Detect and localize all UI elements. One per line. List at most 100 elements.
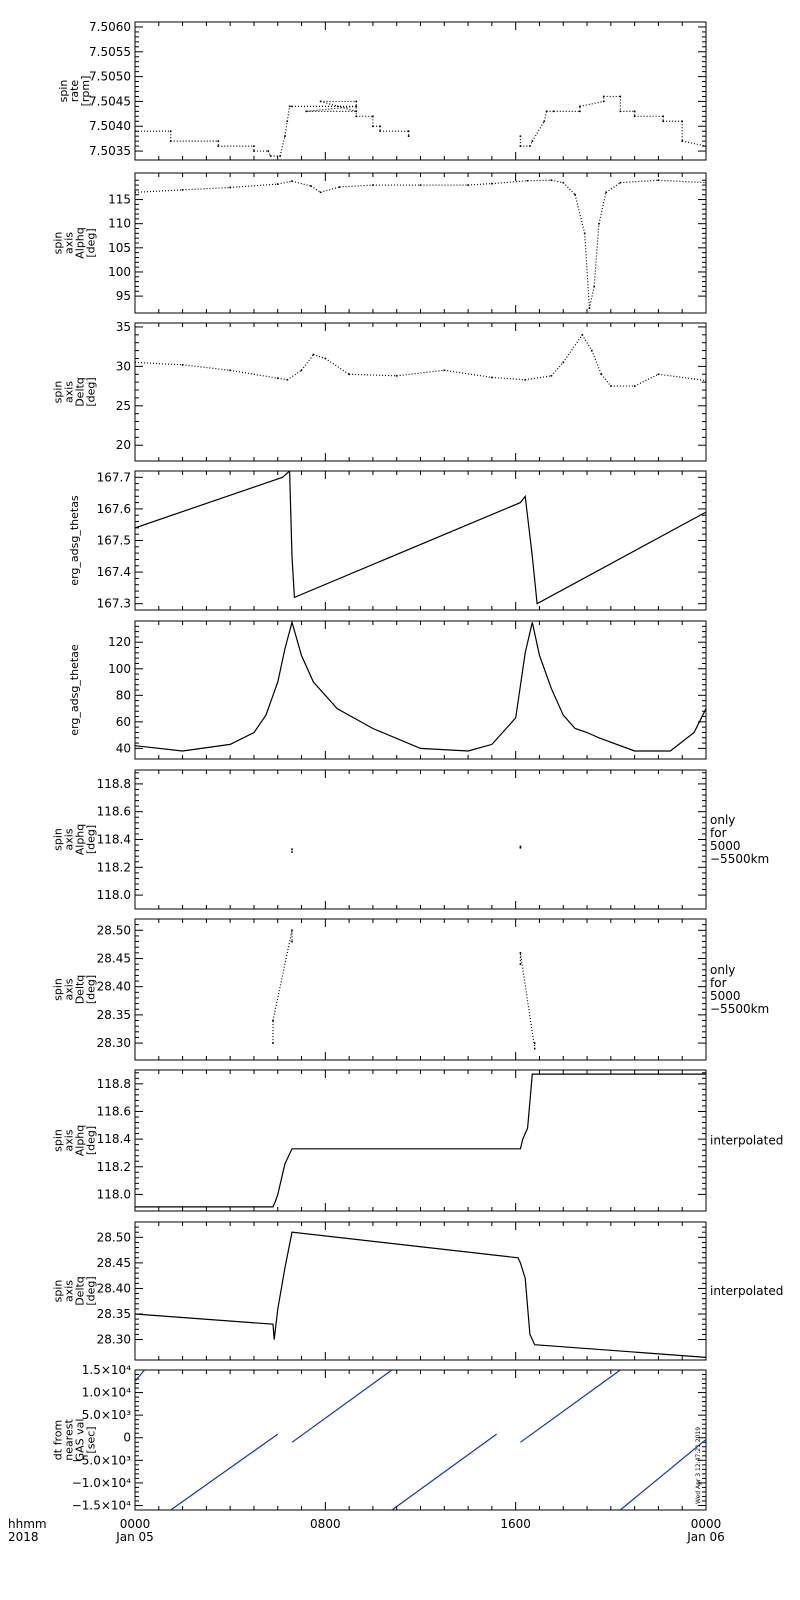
y-tick-label: 28.30 [97,1333,131,1347]
panel-frame [134,769,707,910]
panel-note: interpolated [710,1284,783,1298]
panel-10: −1.5×10⁴ −1.0×10⁴ −5.0×10³ 0 5.0×10³ 1.0×10⁴ 1… [52,1363,707,1512]
y-tick-label: 118.6 [97,805,131,819]
panel-frame [134,172,707,314]
data-point [524,378,526,381]
panel-frame [134,1221,707,1361]
x-axis-label: 2018 [8,1530,39,1544]
data-trace [531,120,545,142]
data-trace [272,930,293,1021]
y-axis-label: Alphq [74,227,87,259]
y-tick-label: 118.8 [97,777,131,791]
y-tick-label: 167.6 [97,502,131,516]
y-axis-label: erg_adsg_thetas [68,495,81,586]
data-line-3 [291,1370,393,1443]
x-tick-label: 0000 [120,1517,151,1531]
data-point [562,361,565,364]
data-line-5 [520,1370,621,1443]
panel-note: 5000 [710,839,741,853]
data-trace [320,100,357,112]
y-axis-label: [deg] [85,975,98,1004]
data-point [705,379,706,382]
panel-data [135,179,706,309]
data-trace [325,357,350,375]
data-trace [182,186,231,191]
data-trace [286,369,302,381]
y-axis-label: Alphq [74,824,87,856]
data-trace [313,353,326,360]
data-trace [620,179,659,184]
panel-frame [134,21,707,161]
y-axis-label: spin [52,1280,65,1303]
data-trace [682,140,706,147]
timestamp-stamp: Wed Apr 3 12:47:21 2019 [695,1427,702,1504]
y-axis-label: [deg] [85,1276,98,1305]
data-point [291,940,293,943]
data-trace [135,361,183,366]
y-axis-label: Deltq [74,975,87,1005]
data-point [550,179,553,182]
panel-note: for [710,826,727,840]
y-tick-label: 28.40 [97,1281,131,1295]
y-tick-label: 7.5060 [89,20,131,34]
data-trace [550,362,564,377]
data-point [291,851,293,853]
y-tick-label: 95 [116,289,131,303]
y-axis-label: axis [63,978,76,1000]
panel-frame [134,322,707,462]
data-trace [349,373,397,377]
data-point [519,845,522,848]
data-trace [529,140,533,147]
y-axis-label: [rpm] [79,76,92,107]
data-trace [562,182,576,196]
y-axis-label: dt from [52,1420,65,1460]
y-tick-label: 28.45 [97,951,131,965]
data-point [705,145,706,147]
y-axis-label: spin [52,381,65,404]
data-trace [284,121,288,137]
panel-note: −5500km [710,852,769,866]
y-tick-label: 100 [108,662,131,676]
y-tick-label: −1.5×10⁴ [72,1498,131,1512]
y-tick-label: 118.4 [97,833,131,847]
data-trace [310,185,321,193]
y-tick-label: 118.6 [97,1104,131,1118]
data-point [593,285,595,288]
data-point [705,181,706,184]
y-tick-label: 25 [116,399,131,413]
data-trace [600,373,612,387]
data-point [272,1042,274,1044]
data-trace [562,334,583,363]
y-tick-label: 110 [108,217,131,231]
y-axis-label: [deg] [85,1126,98,1155]
data-trace [574,194,586,234]
data-trace [339,184,373,188]
data-point [519,952,522,954]
y-tick-label: 5.0×10³ [82,1408,131,1422]
panel-note: for [710,976,727,990]
x-tick-label: 0800 [310,1517,341,1531]
y-tick-label: 167.3 [97,597,131,611]
y-axis-label: Deltq [74,377,87,407]
data-trace [277,180,293,185]
y-tick-label: 28.30 [97,1036,131,1050]
panel-1: 7.5035 7.5040 7.5045 7.5050 7.5055 7.5060 spin… [57,20,707,161]
data-point [291,929,293,932]
data-trace [230,369,278,379]
data-trace [581,334,593,351]
data-trace [491,376,526,381]
data-trace [658,373,706,382]
data-point [395,375,398,377]
y-tick-label: 7.5045 [89,94,131,108]
panel-9: 28.30 28.35 28.40 28.45 28.50 spinaxisDeltq[d… [52,1221,783,1361]
panel-6: 118.0 118.2 118.4 118.6 118.8 spinaxisAlphq[d… [52,769,769,910]
y-tick-label: 35 [116,320,131,334]
y-tick-label: 7.5035 [89,144,131,158]
data-point [467,184,469,186]
panel-data [135,1073,706,1208]
panel-data [272,929,536,1050]
y-tick-label: 7.5055 [89,45,131,59]
y-axis-label: Deltq [74,1276,87,1306]
data-trace [551,179,564,184]
